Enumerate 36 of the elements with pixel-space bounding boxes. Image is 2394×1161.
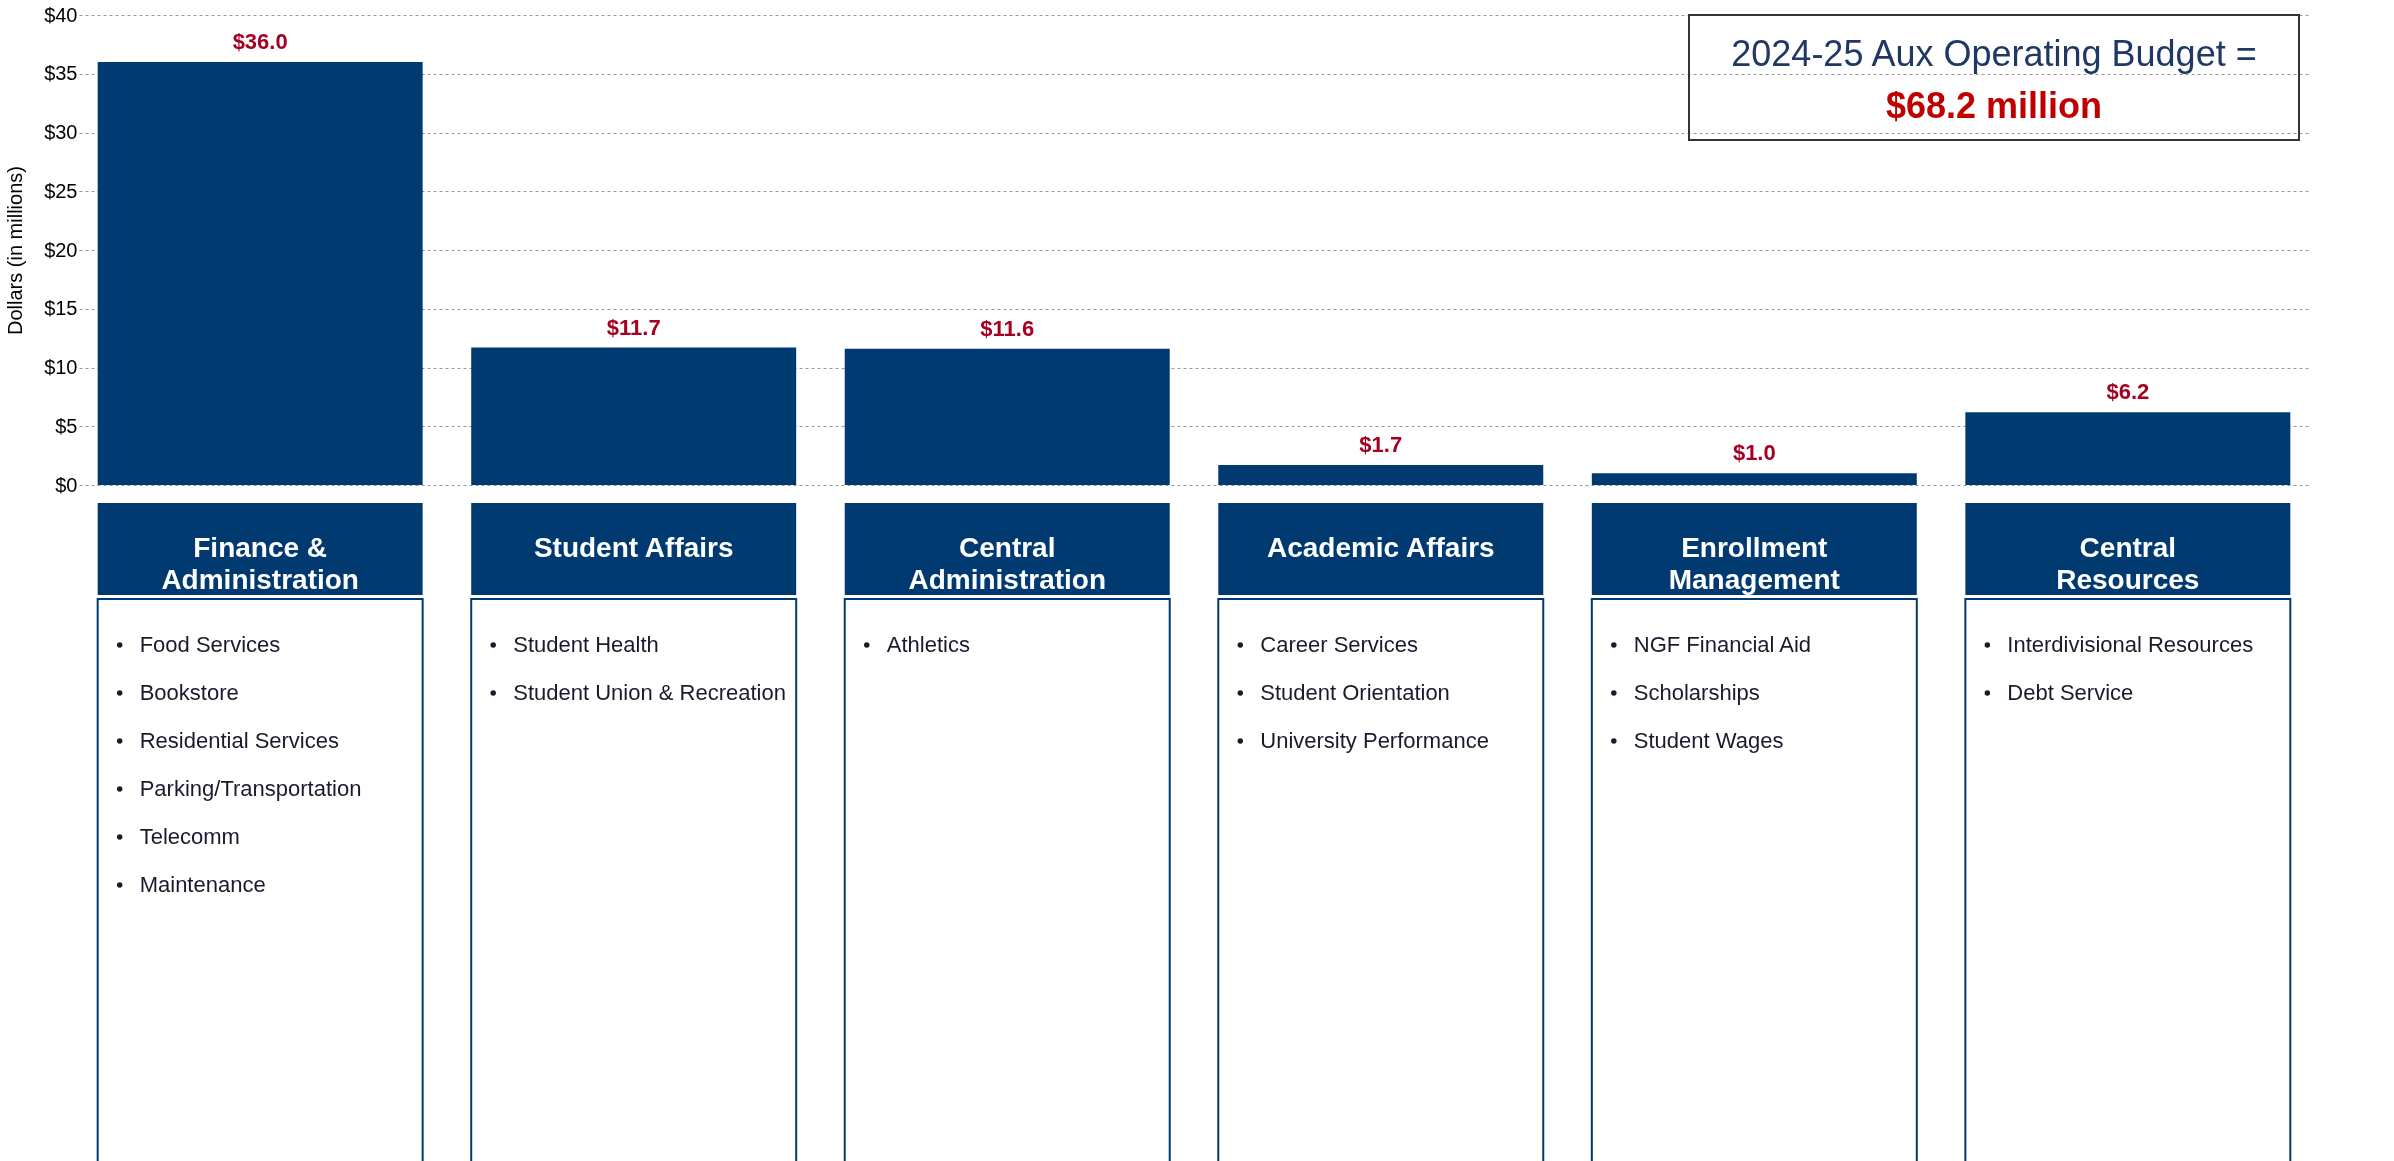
- text: NGF Financial Aid Scholarships Student Wages: [1633, 632, 1812, 753]
- y-tick-label: $30: [44, 121, 78, 143]
- y-tick-label: $25: [44, 179, 78, 202]
- y-tick-label: $20: [44, 238, 78, 261]
- x-tick-label: Student Affairs: [533, 532, 734, 563]
- y-tick-label: $0: [55, 473, 78, 496]
- bar: [844, 348, 1170, 485]
- data-label: $11.7: [606, 314, 661, 340]
- y-axis-title: Dollars (in millions): [4, 166, 27, 335]
- y-tick-label: $5: [55, 414, 78, 437]
- bar: [471, 347, 797, 485]
- data-label: $11.6: [980, 315, 1035, 341]
- data-label: $6.2: [2106, 379, 2150, 405]
- data-label: $36.0: [232, 29, 288, 54]
- text: $68.2 million: [1885, 85, 2103, 126]
- data-label: $1.7: [1359, 432, 1403, 458]
- text: Athletics: [886, 632, 970, 657]
- text: Career Services Student Orientation University Performance: [1260, 632, 1489, 753]
- y-tick-label: $10: [44, 356, 78, 378]
- y-tick-label: $40: [44, 3, 78, 26]
- bar: [97, 62, 423, 485]
- x-tick-label: Finance & Administration: [161, 532, 359, 595]
- x-tick-label: Academic Affairs: [1266, 532, 1495, 563]
- bar: [1965, 412, 2291, 485]
- text: Student Health Student Union & Recreation: [513, 632, 786, 705]
- text: Interdivisional Resources Debt Service: [2007, 632, 2254, 705]
- y-tick-label: $15: [44, 297, 78, 320]
- x-tick-label: Central Resources: [2056, 532, 2200, 595]
- bar: [1591, 473, 1917, 485]
- x-tick-label: Central Administration: [908, 532, 1107, 595]
- data-label: $1.0: [1732, 440, 1776, 466]
- x-tick-label: Enrollment Management: [1668, 532, 1840, 595]
- y-tick-label: $35: [44, 62, 78, 85]
- text: Food Services Bookstore Residential Services Parking/Transportation Telecomm Maintenance: [139, 632, 362, 897]
- bar: [1218, 465, 1544, 485]
- text: 2024-25 Aux Operating Budget =: [1731, 33, 2257, 74]
